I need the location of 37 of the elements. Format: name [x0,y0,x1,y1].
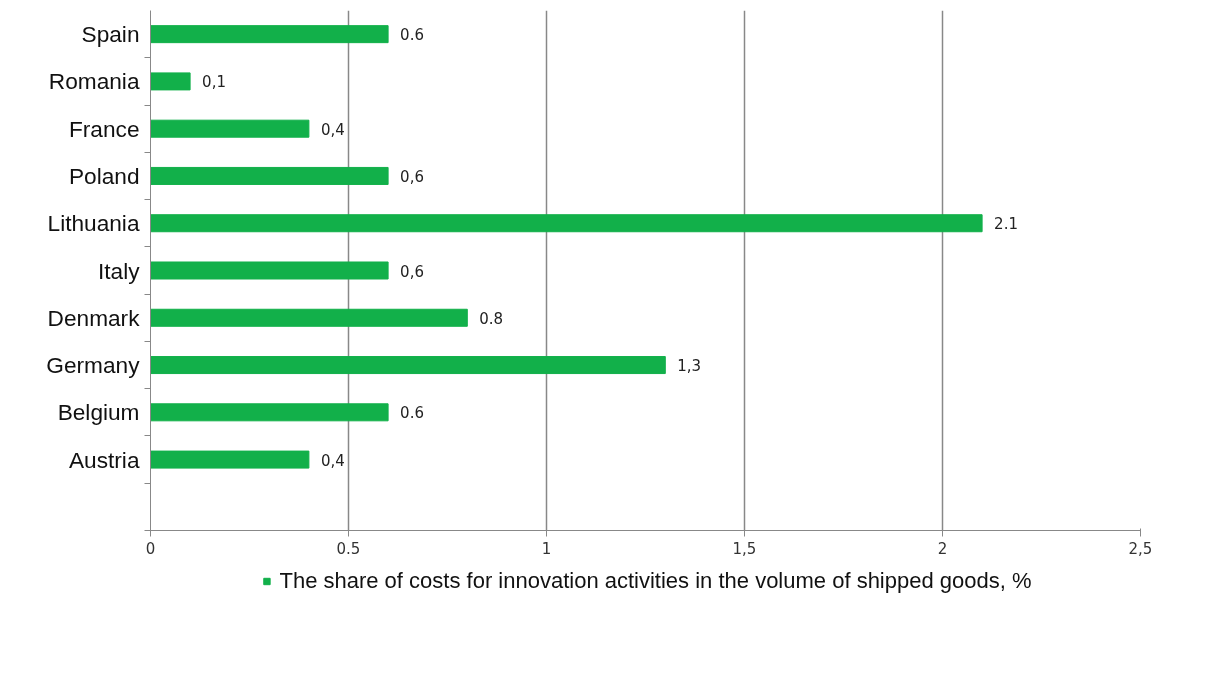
data-label: 0,4 [320,120,345,139]
bar [150,261,389,280]
data-label: 0.6 [400,26,424,45]
bar [150,119,310,138]
y-tick-label: Lithuania [47,210,140,237]
x-tick-label: 2,5 [1128,539,1153,558]
bar [150,308,468,327]
data-label: 0,4 [320,451,345,470]
data-label: 0,6 [400,167,424,186]
y-tick-label: France [68,115,140,142]
bar [150,403,389,422]
y-tick-label: Germany [46,352,141,379]
data-label: 0.6 [400,404,424,423]
bar [150,356,666,375]
y-tick-label: Belgium [57,399,140,426]
data-label: 0,1 [202,73,226,92]
bar [150,25,389,44]
y-tick-label: Poland [68,162,140,189]
x-tick-label: 1,5 [732,539,757,558]
y-tick-label: Italy [97,257,141,284]
bar [150,214,983,233]
bar [150,72,191,91]
y-tick-label: Denmark [47,304,141,331]
legend-label: The share of costs for innovation activities in the volume of shipped goods, % [279,568,1032,594]
bar [150,450,310,469]
x-tick-label: 1 [541,539,552,558]
data-label: 0,6 [400,262,424,281]
data-label: 0.8 [479,309,504,328]
y-tick-label: Austria [68,446,140,473]
bar [150,166,389,185]
data-label: 1,3 [677,357,702,376]
data-label: 2.1 [994,215,1018,234]
x-tick-label: 0.5 [336,539,361,558]
x-tick-label: 2 [937,539,948,558]
y-tick-label: Romania [48,68,140,95]
y-tick-label: Spain [81,21,140,48]
x-tick-label: 0 [145,539,156,558]
